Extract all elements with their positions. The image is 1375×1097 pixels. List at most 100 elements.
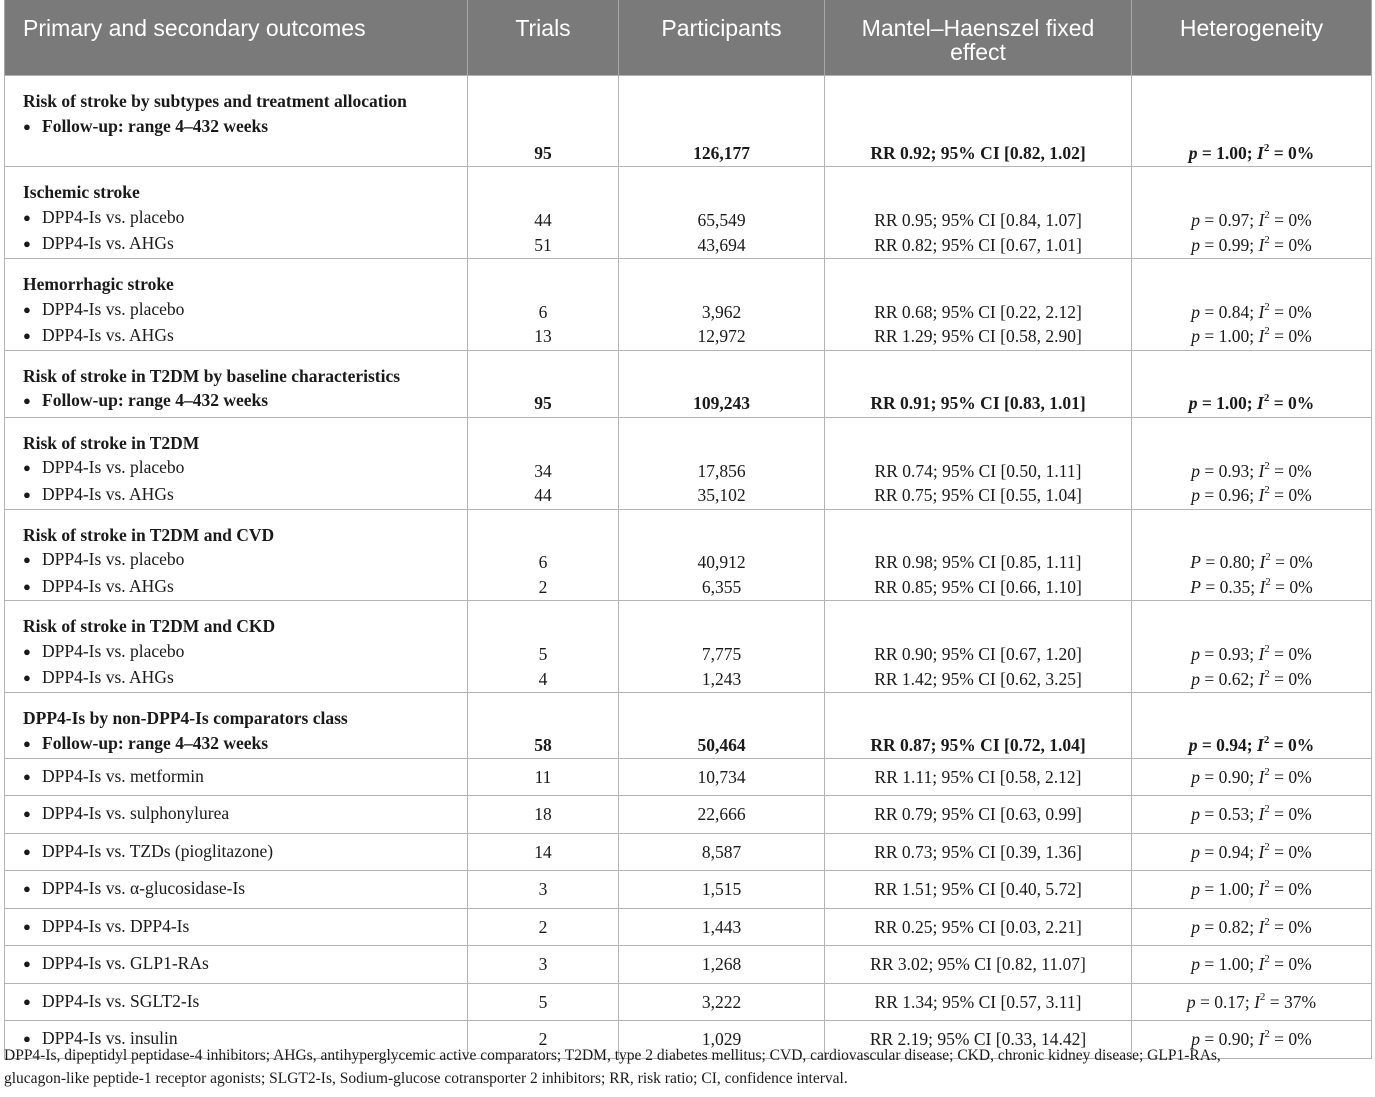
trials-cell: 6 13 [467, 258, 619, 351]
table-row: ● DPP4-Is vs. DPP4-Is 2 1,443 RR 0.25; 95… [4, 908, 1372, 946]
effect-cell: RR 1.34; 95% CI [0.57, 3.11] [824, 983, 1132, 1021]
heterogeneity-cell: p = 0.17; I2 = 37% [1131, 983, 1372, 1021]
participants-cell: 50,464 [618, 692, 825, 759]
trials-cell: 95 [467, 349, 619, 418]
row-title: Hemorrhagic stroke [23, 274, 174, 294]
bullet-icon: ● [23, 806, 31, 822]
table-row: Risk of stroke in T2DM and CVD ● DPP4-Is v… [4, 508, 1372, 601]
row-item: ● DPP4-Is vs. AHGs [23, 231, 459, 258]
header-row: Primary and secondary outcomes Trials Pa… [4, 0, 1372, 76]
table-row: ● DPP4-Is vs. SGLT2-Is 5 3,222 RR 1.34; 9… [4, 983, 1372, 1021]
bullet-icon: ● [23, 552, 31, 567]
outcome-cell: ● DPP4-Is vs. GLP1-RAs [4, 945, 468, 984]
heterogeneity-cell: p = 1.00; I2 = 0% [1131, 75, 1372, 167]
table-row: Ischemic stroke ● DPP4-Is vs. placebo ● DPP4… [4, 166, 1372, 259]
trials-cell: 18 [467, 795, 619, 834]
row-title: DPP4-Is by non-DPP4-Is comparators class [23, 708, 348, 728]
bullet-icon: ● [23, 460, 31, 475]
row-title: Risk of stroke in T2DM and CVD [23, 524, 275, 545]
bullet-icon: ● [23, 236, 31, 251]
table-row: DPP4-Is by non-DPP4-Is comparators class… [4, 692, 1372, 759]
effect-cell: RR 0.98; 95% CI [0.85, 1.11] RR 0.85; 95%… [824, 508, 1132, 601]
effect-cell: RR 0.25; 95% CI [0.03, 2.21] [824, 908, 1132, 946]
participants-cell: 109,243 [618, 349, 825, 418]
trials-cell: 2 [467, 1020, 619, 1059]
heterogeneity-cell: p = 0.82; I2 = 0% [1131, 908, 1372, 946]
effect-cell: RR 1.51; 95% CI [0.40, 5.72] [824, 870, 1132, 909]
heterogeneity-cell: p = 0.84; I2 = 0% p = 1.00; I2 = 0% [1131, 258, 1372, 351]
outcome-cell: Risk of stroke in T2DM ● DPP4-Is vs. place… [4, 416, 468, 510]
trials-cell: 3 [467, 870, 619, 909]
bullet-icon: ● [23, 1031, 31, 1047]
participants-cell: 17,856 35,102 [618, 416, 825, 510]
table-row: ● DPP4-Is vs. GLP1-RAs 3 1,268 RR 3.02; 9… [4, 945, 1372, 984]
bullet-icon: ● [23, 843, 31, 859]
row-item: ● DPP4-Is vs. placebo [23, 547, 459, 574]
trials-cell: 5 [467, 983, 619, 1021]
effect-cell: RR 0.92; 95% CI [0.82, 1.02] [824, 75, 1132, 167]
bullet-icon: ● [23, 768, 31, 784]
row-subtitle: ● Follow-up: range 4–432 weeks [23, 114, 459, 141]
heterogeneity-cell: p = 0.94; I2 = 0% [1131, 692, 1372, 759]
header-outcomes: Primary and secondary outcomes [4, 0, 468, 76]
participants-cell: 3,222 [618, 983, 825, 1021]
outcome-cell: ● DPP4-Is vs. α-glucosidase-Is [4, 870, 468, 909]
row-item: ● DPP4-Is vs. placebo [23, 297, 459, 324]
effect-cell: RR 0.95; 95% CI [0.84, 1.07] RR 0.82; 95%… [824, 166, 1132, 259]
table-row: ● DPP4-Is vs. insulin 2 1,029 RR 2.19; 95… [4, 1020, 1372, 1059]
effect-cell: RR 0.68; 95% CI [0.22, 2.12] RR 1.29; 95%… [824, 258, 1132, 351]
heterogeneity-cell: p = 0.90; I2 = 0% [1131, 1020, 1372, 1059]
participants-cell: 8,587 [618, 833, 825, 871]
participants-cell: 1,268 [618, 945, 825, 984]
bullet-icon: ● [23, 670, 31, 685]
bullet-icon: ● [23, 881, 31, 897]
header-mh-line1: Mantel–Haenszel fixed [861, 15, 1095, 41]
effect-cell: RR 3.02; 95% CI [0.82, 11.07] [824, 945, 1132, 984]
participants-cell: 7,775 1,243 [618, 600, 825, 693]
bullet-icon: ● [23, 578, 31, 594]
row-item: ● DPP4-Is vs. AHGs [23, 323, 459, 350]
outcome-cell: ● DPP4-Is vs. sulphonylurea [4, 795, 468, 834]
row-title: Risk of stroke in T2DM [23, 432, 200, 453]
outcome-cell: Risk of stroke by subtypes and treatment… [4, 75, 468, 167]
footnote-line: glucagon-like peptide-1 receptor agonist… [4, 1070, 848, 1087]
effect-cell: RR 0.91; 95% CI [0.83, 1.01] [824, 349, 1132, 418]
table-row: ● DPP4-Is vs. metformin 11 10,734 RR 1.11… [4, 758, 1372, 796]
bullet-icon: ● [23, 393, 31, 408]
outcome-cell: Risk of stroke in T2DM and CVD ● DPP4-Is v… [4, 508, 468, 601]
row-title: Risk of stroke in T2DM by baseline chara… [23, 365, 401, 386]
effect-cell: RR 0.74; 95% CI [0.50, 1.11] RR 0.75; 95%… [824, 416, 1132, 510]
participants-cell: 1,443 [618, 908, 825, 946]
row-item: ● DPP4-Is vs. AHGs [23, 574, 459, 601]
participants-cell: 40,912 6,355 [618, 508, 825, 601]
outcomes-table: Primary and secondary outcomes Trials Pa… [4, 0, 1372, 1059]
participants-cell: 1,029 [618, 1020, 825, 1059]
row-item: ● DPP4-Is vs. placebo [23, 455, 459, 482]
row-subtitle: ● Follow-up: range 4–432 weeks [23, 731, 459, 758]
bullet-icon: ● [23, 486, 31, 502]
bullet-icon: ● [23, 118, 31, 134]
participants-cell: 22,666 [618, 795, 825, 834]
table-row: Risk of stroke in T2DM by baseline chara… [4, 349, 1372, 418]
table-row: Risk of stroke in T2DM and CKD ● DPP4-Is v… [4, 600, 1372, 693]
header-heterogeneity: Heterogeneity [1131, 0, 1372, 76]
outcome-cell: Hemorrhagic stroke ● DPP4-Is vs. placebo ● D… [4, 258, 468, 351]
header-mh-line2: effect [950, 39, 1006, 65]
header-mantel-haenszel: Mantel–Haenszel fixed effect [824, 0, 1132, 76]
trials-cell: 95 [467, 75, 619, 167]
participants-cell: 126,177 [618, 75, 825, 167]
row-item: ● DPP4-Is vs. placebo [23, 639, 459, 666]
bullet-icon: ● [23, 993, 31, 1009]
heterogeneity-cell: p = 0.94; I2 = 0% [1131, 833, 1372, 871]
header-participants: Participants [618, 0, 825, 76]
row-item: ● DPP4-Is vs. placebo [23, 205, 459, 232]
effect-cell: RR 0.73; 95% CI [0.39, 1.36] [824, 833, 1132, 871]
row-subtitle: ● Follow-up: range 4–432 weeks [23, 388, 459, 415]
table-row: ● DPP4-Is vs. α-glucosidase-Is 3 1,515 RR… [4, 870, 1372, 909]
participants-cell: 3,962 12,972 [618, 258, 825, 351]
table-row: Risk of stroke in T2DM ● DPP4-Is vs. place… [4, 416, 1372, 510]
outcome-cell: ● DPP4-Is vs. TZDs (pioglitazone) [4, 833, 468, 871]
footnote-line: DPP4-Is, dipeptidyl peptidase-4 inhibito… [4, 1047, 1221, 1064]
